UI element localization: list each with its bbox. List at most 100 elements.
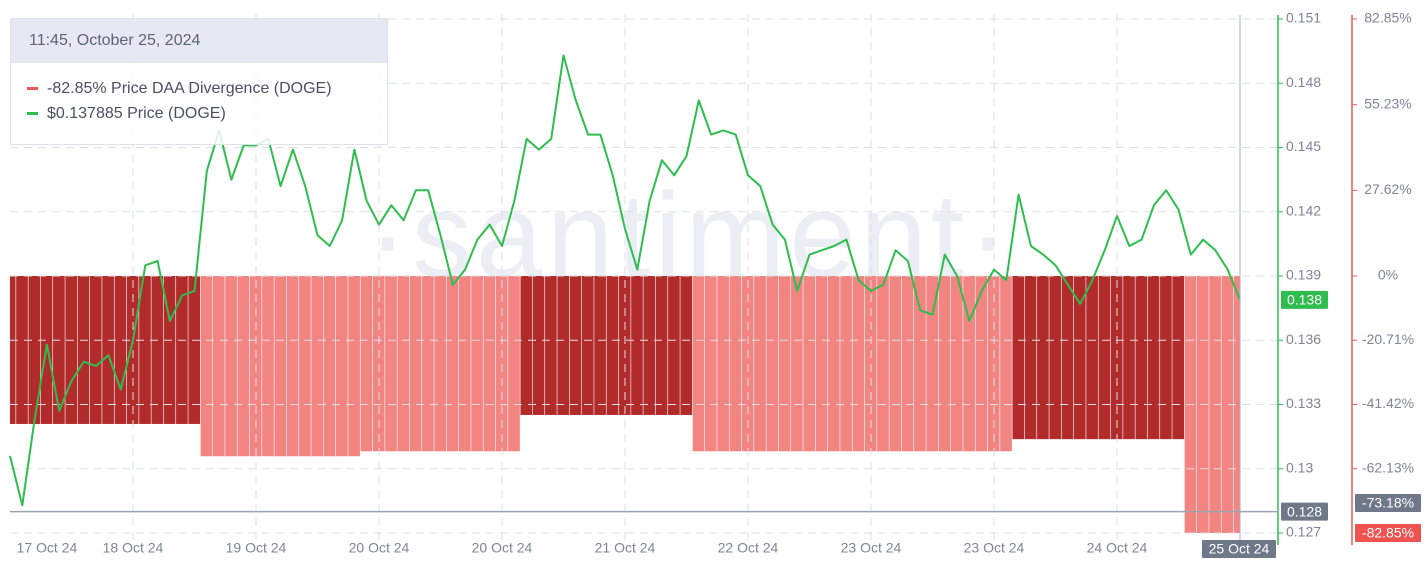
bar — [717, 276, 729, 452]
bar-layer — [10, 276, 1240, 533]
bar — [1172, 276, 1185, 440]
crosshair-x-label-bg — [1202, 540, 1276, 558]
bar — [163, 276, 176, 424]
y-tick-label: 0.142 — [1286, 202, 1321, 218]
y-tick-label: 0.139 — [1286, 267, 1321, 283]
bar — [766, 276, 779, 452]
bar — [274, 276, 287, 457]
bar — [151, 276, 164, 424]
y-tick-label: 0.148 — [1286, 74, 1321, 90]
x-tick-label: 24 Oct 24 — [1087, 540, 1148, 556]
bar — [286, 276, 299, 457]
bar — [200, 276, 213, 457]
bar — [1221, 276, 1234, 533]
bar — [53, 276, 65, 424]
last-divergence-label: -82.85% — [1362, 525, 1414, 541]
bar — [212, 276, 225, 457]
bar — [114, 276, 127, 424]
x-tick-label: 23 Oct 24 — [841, 540, 902, 556]
bar — [1037, 276, 1049, 440]
bar — [778, 276, 791, 452]
bar — [926, 276, 939, 452]
crosshair-x-label: 25 Oct 24 — [1209, 541, 1270, 557]
bar — [28, 276, 41, 424]
x-tick-label: 18 Oct 24 — [103, 540, 164, 556]
bar — [471, 276, 483, 452]
bar — [791, 276, 803, 452]
bar — [729, 276, 742, 452]
legend-label: Price (DOGE) — [127, 105, 226, 122]
bar — [1135, 276, 1148, 440]
bar — [643, 276, 656, 415]
bar — [483, 276, 496, 452]
bar — [889, 276, 902, 452]
bar — [126, 276, 139, 424]
bar — [581, 276, 594, 415]
bar — [422, 276, 434, 452]
axis-layer: 0.127 0.13 0.133 0.136 0.139 0.142 0.145 0.148 0… — [10, 10, 1421, 558]
bar — [754, 276, 766, 452]
y-tick-label: 0.127 — [1286, 524, 1321, 540]
bar — [311, 276, 324, 457]
bar — [237, 276, 250, 457]
bar — [914, 276, 926, 452]
bar — [1024, 276, 1037, 440]
y2-tick-label: -41.42% — [1362, 395, 1414, 411]
bar — [520, 276, 533, 415]
bar — [668, 276, 680, 415]
bar — [1000, 276, 1012, 452]
bar — [1147, 276, 1160, 440]
bar — [10, 276, 16, 424]
bar — [594, 276, 606, 415]
bar — [852, 276, 865, 452]
legend-value: -82.85% — [47, 80, 107, 97]
legend-entry: -82.85% Price DAA Divergence (DOGE) — [11, 76, 387, 101]
bar — [827, 276, 840, 452]
bar — [188, 276, 201, 424]
y2-tick-label: 27.62% — [1364, 181, 1411, 197]
bar — [348, 276, 360, 457]
bar — [803, 276, 816, 452]
bar — [225, 276, 237, 457]
bar — [618, 276, 631, 415]
bar — [139, 276, 151, 424]
legend: 11:45, October 25, 2024 -82.85% Price DA… — [10, 18, 388, 145]
bar — [1160, 276, 1172, 440]
bar — [508, 276, 520, 452]
bar — [176, 276, 188, 424]
y-tick-label: 0.133 — [1286, 395, 1321, 411]
bar — [102, 276, 114, 424]
last-price-label-bg — [1281, 290, 1328, 309]
bar — [385, 276, 397, 452]
bar — [680, 276, 693, 415]
bar — [975, 276, 988, 452]
crosshair-y-label: 0.128 — [1287, 503, 1322, 519]
bar — [741, 276, 754, 452]
bar — [65, 276, 78, 424]
bar — [77, 276, 90, 424]
y-tick-label: 0.136 — [1286, 331, 1321, 347]
x-tick-label: 20 Oct 24 — [472, 540, 533, 556]
bar — [446, 276, 459, 452]
legend-entry: $0.137885 Price (DOGE) — [11, 101, 387, 126]
legend-rows: -82.85% Price DAA Divergence (DOGE) $0.1… — [11, 63, 387, 126]
crosshair-y2-label: -73.18% — [1362, 495, 1414, 511]
y2-tick-label: -62.13% — [1362, 459, 1414, 475]
bar — [262, 276, 274, 457]
legend-value: $0.137885 — [47, 105, 123, 122]
last-divergence-label-bg — [1355, 524, 1421, 542]
y2-tick-label: 55.23% — [1364, 95, 1411, 111]
x-tick-label: 20 Oct 24 — [349, 540, 410, 556]
bar — [434, 276, 447, 452]
y2-tick-label: 0% — [1378, 267, 1398, 283]
bar — [864, 276, 877, 452]
bar — [815, 276, 828, 452]
bar — [840, 276, 852, 452]
x-tick-label: 19 Oct 24 — [226, 540, 287, 556]
bar — [360, 276, 373, 452]
bar — [631, 276, 643, 415]
y2-tick-label: 82.85% — [1364, 10, 1411, 26]
bar — [299, 276, 311, 457]
bar — [1049, 276, 1062, 440]
